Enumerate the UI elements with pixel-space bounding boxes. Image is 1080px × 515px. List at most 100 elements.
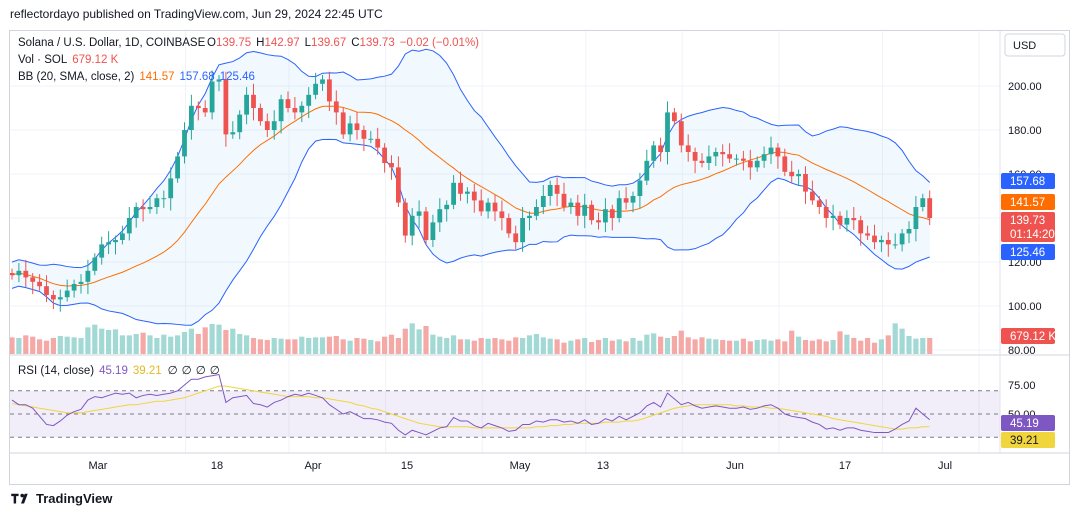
volume-bar [637,340,643,354]
volume-bar [809,340,815,354]
tradingview-logo-icon[interactable] [10,491,32,505]
volume-bar [250,338,257,354]
candle [872,224,877,250]
candle [285,91,291,113]
candle [575,194,581,226]
volume-bar [299,336,305,354]
candle [582,193,588,229]
candle [858,215,864,246]
volume-bar [271,338,277,354]
volume-bar [368,340,374,354]
volume-bar [216,324,222,354]
candle [264,113,270,138]
volume-bar [99,328,105,354]
bb-lower-badge: 125.46 [1001,244,1055,260]
volume-bar [451,335,457,354]
volume-bar [837,331,843,354]
candle [292,97,298,120]
bb-lower-line [11,138,930,326]
volume-bar [181,332,188,354]
candle [333,90,339,125]
rsi-ma-badge: 39.21 [1001,432,1055,448]
candle [195,101,201,121]
candle [796,169,801,186]
tradingview-brand[interactable]: TradingView [36,490,113,506]
volume-bar [319,337,326,354]
candle [278,94,284,134]
candle [320,75,325,91]
svg-text:USD: USD [1013,40,1036,52]
candle [658,137,663,162]
candle [258,103,263,126]
candle [92,253,98,276]
candle [71,279,77,298]
candle [851,207,857,230]
price-tick-label: 180.00 [1008,125,1042,137]
volume-bar [92,324,98,354]
candle [458,171,463,201]
volume-bar [57,336,63,354]
currency-button[interactable]: USD [1004,33,1066,57]
candle [382,143,387,173]
candle [16,263,22,283]
candle [251,83,256,121]
volume-bar [333,336,339,354]
candle [547,180,553,206]
candle [623,187,629,210]
candle [30,273,36,295]
time-tick-label: 15 [401,460,413,472]
candle [299,101,305,123]
volume-bar [64,336,70,354]
candle [44,275,49,303]
volume-bar [685,337,691,354]
volume-bar [154,338,160,354]
candle [672,108,677,126]
volume-bar [326,336,332,354]
volume-bar [506,340,512,354]
volume-bar [119,335,125,354]
volume-bar [285,339,291,354]
candle [354,112,360,140]
candle [713,147,719,167]
volume-bar [754,340,760,354]
candle [51,290,56,310]
volume-bar [202,327,208,354]
volume-bar [278,338,284,354]
time-tick-label: Apr [304,460,321,472]
volume-bar [161,334,167,354]
candle [57,289,63,312]
volume-bar [713,339,719,354]
volume-bar [858,340,864,354]
candle [520,207,525,252]
svg-text:157.68: 157.68 [1010,176,1045,188]
candle [513,225,519,250]
price-tick-label: 200.00 [1008,81,1042,93]
volume-bar [802,340,809,354]
volume-bar [740,338,746,354]
candle [782,148,788,177]
chart-svg[interactable]: 200.00180.00160.00140.00120.00100.0080.0… [0,0,1080,485]
candle [534,199,539,221]
candle [568,198,574,215]
volume-bar [782,341,788,354]
legend-main: Solana / U.S. Dollar, 1D, COINBASE O139.… [18,37,479,377]
candle [913,196,919,242]
volume-bar [761,339,767,354]
candle [106,231,111,255]
time-tick-label: 13 [597,460,609,472]
volume-bar [71,337,77,354]
volume-bar [485,338,491,354]
price-badge: 139.73 01:14:20 [1001,212,1055,242]
candle [154,193,160,215]
candle [830,204,836,231]
candle [540,185,546,215]
volume-bar [112,329,119,354]
candle [699,153,705,168]
volume-bar [10,337,15,354]
volume-bar [457,339,464,354]
candle [37,274,42,291]
volume-bar [540,337,546,354]
volume-bar [789,330,795,354]
candle [506,213,512,238]
candle [561,182,567,212]
